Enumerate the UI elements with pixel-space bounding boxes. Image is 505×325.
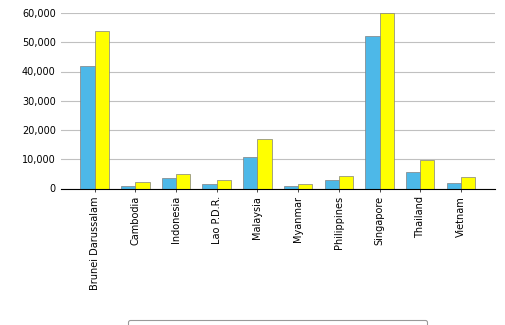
Bar xyxy=(365,36,379,188)
Bar xyxy=(446,183,461,188)
Bar xyxy=(258,139,272,188)
Bar xyxy=(298,184,313,188)
Bar xyxy=(379,13,394,188)
Bar xyxy=(461,177,475,188)
Bar xyxy=(325,180,339,188)
Bar xyxy=(135,182,149,188)
Bar xyxy=(217,180,231,188)
Bar xyxy=(121,186,135,188)
Bar xyxy=(94,31,109,188)
Bar xyxy=(406,172,420,188)
Bar xyxy=(176,174,190,188)
Bar xyxy=(162,178,176,188)
Bar xyxy=(80,66,94,188)
Bar xyxy=(203,184,217,188)
Bar xyxy=(284,186,298,188)
Bar xyxy=(420,161,434,188)
Legend: Current US dollars, Current international dollars: Current US dollars, Current internationa… xyxy=(128,320,427,325)
Bar xyxy=(339,176,353,188)
Bar xyxy=(243,158,258,188)
